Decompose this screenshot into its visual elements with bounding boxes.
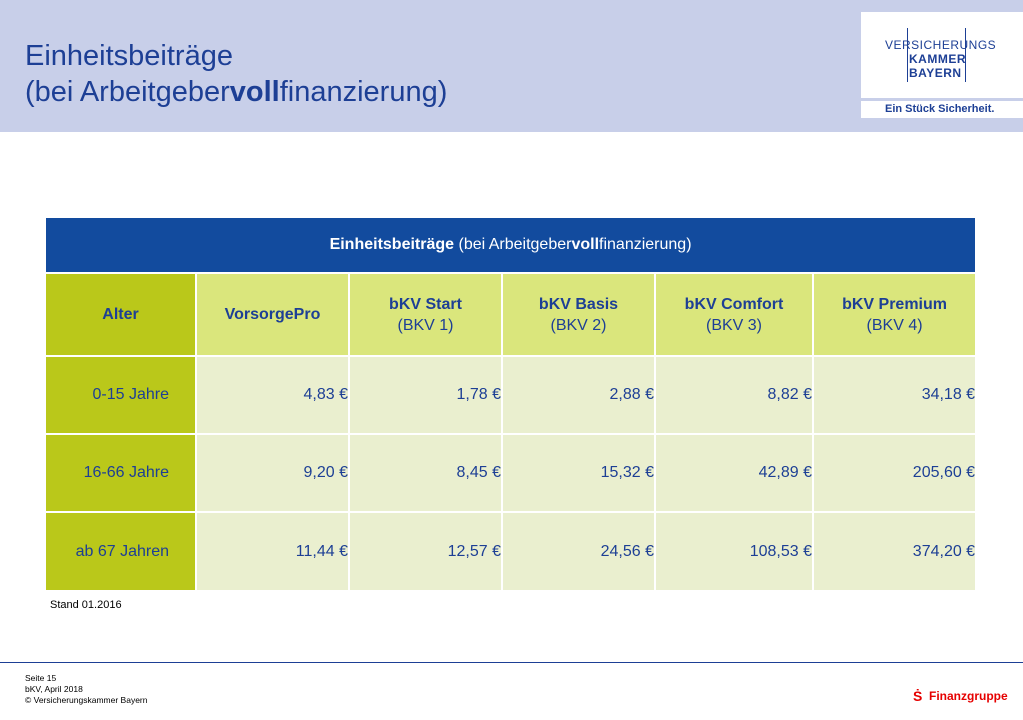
fee-cell: 374,20 €: [811, 511, 976, 590]
column-name: bKV Premium: [842, 295, 947, 313]
fees-table: Einheitsbeiträge (bei Arbeitgebervollfin…: [46, 218, 976, 590]
table-title-row: Einheitsbeiträge (bei Arbeitgebervollfin…: [46, 218, 976, 274]
fee-cell: 8,82 €: [654, 355, 813, 434]
logo-slogan-box: Ein Stück Sicherheit.: [861, 101, 1023, 118]
column-header-age: Alter: [46, 273, 196, 356]
fee-cell: 12,57 €: [348, 511, 502, 590]
table-title-part-d: finanzierung): [599, 236, 692, 253]
fee-cell: 1,78 €: [348, 355, 502, 434]
logo-divider-right: [965, 28, 966, 82]
company-logo: VERSICHERUNGS KAMMER BAYERN: [861, 12, 1023, 98]
page-title-line1: Einheitsbeiträge: [25, 40, 233, 72]
logo-divider-left: [907, 28, 908, 82]
sparkasse-s-icon: Ṡ: [913, 688, 923, 704]
age-cell: 0-15 Jahre: [46, 355, 196, 434]
table-title-part-c: voll: [571, 236, 600, 253]
column-name: Alter: [102, 306, 139, 323]
column-code: (BKV 4): [866, 316, 923, 334]
column-header-bkv-comfort: bKV Comfort (BKV 3): [654, 273, 813, 356]
age-cell: 16-66 Jahre: [46, 433, 196, 512]
column-code: (BKV 2): [550, 316, 607, 334]
fee-cell: 4,83 €: [195, 355, 349, 434]
column-name: VorsorgePro: [224, 306, 321, 323]
fee-cell: 24,56 €: [501, 511, 655, 590]
fee-cell: 15,32 €: [501, 433, 655, 512]
fee-cell: 34,18 €: [811, 355, 976, 434]
column-header-bkv-basis: bKV Basis (BKV 2): [501, 273, 655, 356]
column-name: bKV Start: [389, 295, 462, 313]
fee-cell: 8,45 €: [348, 433, 502, 512]
finanzgruppe-logo: Ṡ Finanzgruppe: [913, 686, 1008, 706]
footer-page: Seite 15: [25, 673, 57, 683]
footnote: Stand 01.2016: [50, 599, 122, 611]
column-name: bKV Comfort: [684, 295, 784, 313]
table-title: Einheitsbeiträge (bei Arbeitgebervollfin…: [46, 218, 976, 274]
logo-line-2: KAMMER: [909, 52, 966, 66]
page-title-line2-c: finanzierung): [279, 76, 448, 108]
column-header-row: Alter VorsorgePro bKV Start (BKV 1) bKV B…: [46, 273, 976, 356]
fee-cell: 11,44 €: [195, 511, 349, 590]
fee-cell: 42,89 €: [654, 433, 813, 512]
column-header-bkv-start: bKV Start (BKV 1): [348, 273, 502, 356]
age-cell: ab 67 Jahren: [46, 511, 196, 590]
page-title-line2-a: (bei Arbeitgeber: [25, 76, 230, 108]
logo-line-1: VERSICHERUNGS: [885, 38, 997, 52]
fee-cell: 205,60 €: [811, 433, 976, 512]
fee-cell: 9,20 €: [195, 433, 349, 512]
header-band: [0, 0, 1023, 132]
logo-line-3: BAYERN: [909, 66, 962, 80]
table-title-part-a: Einheitsbeiträge: [329, 236, 455, 253]
table-title-part-b: (bei Arbeitgeber: [454, 236, 572, 253]
column-header-vorsorgepro: VorsorgePro: [195, 273, 349, 356]
footer-copyright: © Versicherungskammer Bayern: [25, 695, 148, 705]
footer-info: Seite 15 bKV, April 2018 © Versicherungs…: [25, 673, 147, 706]
fee-cell: 2,88 €: [501, 355, 655, 434]
fee-cell: 108,53 €: [654, 511, 813, 590]
logo-slogan: Ein Stück Sicherheit.: [885, 103, 995, 115]
finanzgruppe-label: Finanzgruppe: [929, 689, 1008, 703]
table-row: ab 67 Jahren 11,44 € 12,57 € 24,56 € 108…: [46, 511, 976, 590]
table-row: 16-66 Jahre 9,20 € 8,45 € 15,32 € 42,89 …: [46, 433, 976, 512]
footer-divider: [0, 662, 1023, 663]
footer-doc: bKV, April 2018: [25, 684, 83, 694]
page-title-line2-b: voll: [229, 76, 280, 108]
page-title: Einheitsbeiträge (bei Arbeitgebervollfina…: [25, 38, 447, 110]
column-header-bkv-premium: bKV Premium (BKV 4): [811, 273, 976, 356]
table-row: 0-15 Jahre 4,83 € 1,78 € 2,88 € 8,82 € 3…: [46, 355, 976, 434]
column-code: (BKV 1): [397, 316, 454, 334]
column-code: (BKV 3): [705, 316, 762, 334]
column-name: bKV Basis: [538, 295, 619, 313]
